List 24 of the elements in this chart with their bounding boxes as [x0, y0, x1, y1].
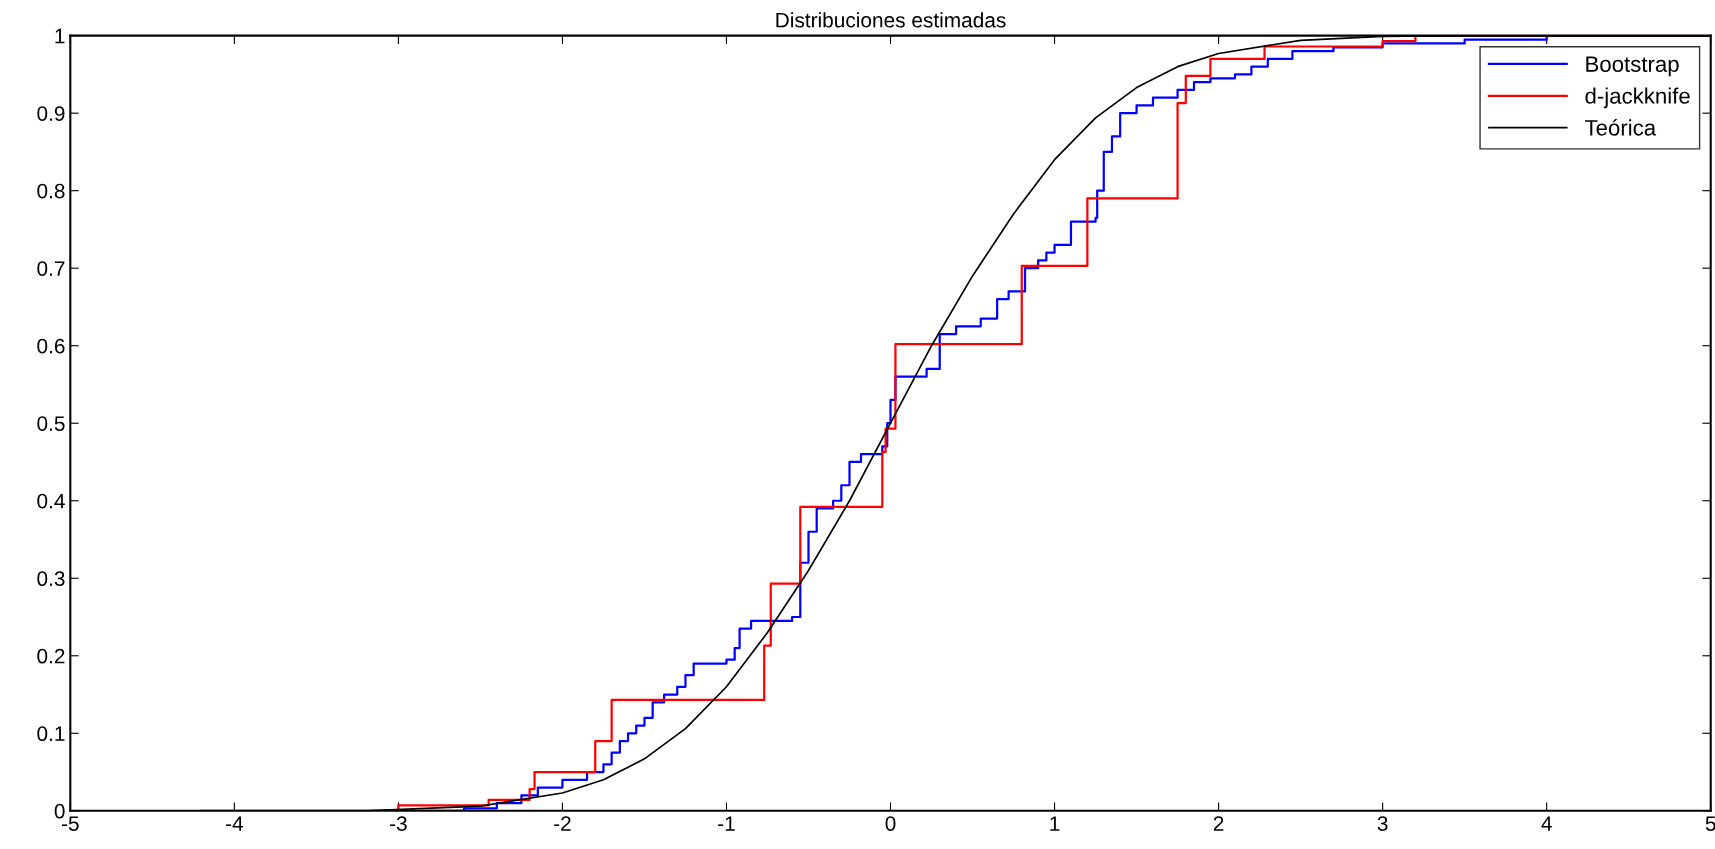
legend-label: d-jackknife — [1585, 87, 1690, 109]
y-tick-label: 0.2 — [37, 648, 65, 664]
x-tick-label: 5 — [1705, 816, 1715, 831]
legend-label: Bootstrap — [1586, 56, 1679, 77]
y-tick-label: 0.9 — [37, 106, 65, 121]
y-tick-label: 0.6 — [37, 338, 65, 354]
y-tick-label: 0.5 — [37, 416, 65, 431]
y-tick-label: 0.1 — [37, 726, 65, 742]
y-tick-label: 0.3 — [37, 571, 65, 587]
x-tick-label: 3 — [1377, 816, 1388, 831]
x-tick-label: -4 — [226, 816, 244, 831]
x-tick-label: -1 — [718, 816, 735, 831]
x-tick-label: 4 — [1541, 816, 1552, 831]
y-tick-label: 0.4 — [37, 493, 65, 509]
legend-label: Teórica — [1585, 119, 1657, 136]
x-tick-label: 0 — [885, 816, 896, 831]
y-tick-label: 0.8 — [37, 183, 65, 199]
y-tick-label: 0.7 — [37, 261, 65, 276]
x-tick-label: -2 — [554, 816, 571, 831]
x-tick-label: 1 — [1050, 816, 1060, 831]
x-tick-label: 2 — [1213, 816, 1224, 831]
chart-title: Distribuciones estimadas — [776, 12, 1006, 28]
y-tick-label: 1 — [55, 28, 65, 44]
x-tick-label: -3 — [390, 816, 407, 831]
